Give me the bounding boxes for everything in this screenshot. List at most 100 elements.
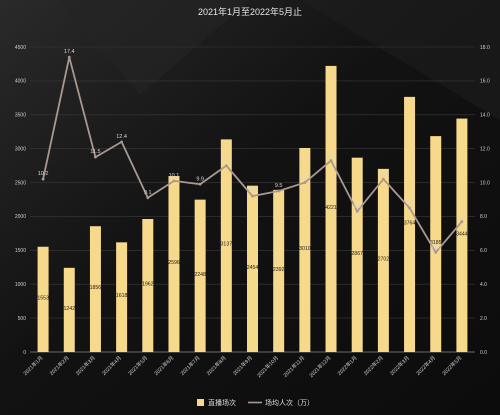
line-value-label: 11.0 xyxy=(221,158,231,164)
y-left-tick-label: 4500 xyxy=(15,45,26,51)
line-series xyxy=(41,55,464,254)
bar xyxy=(456,118,468,352)
line-value-label: 5.88 xyxy=(430,244,441,250)
bar-value-label: 2248 xyxy=(194,272,206,278)
bar xyxy=(168,176,180,352)
bar xyxy=(351,157,363,352)
bar xyxy=(37,246,49,352)
bar xyxy=(194,199,206,352)
line-value-label: 17.4 xyxy=(64,49,75,55)
line-point xyxy=(67,55,71,59)
line-point xyxy=(434,250,438,254)
y-right-tick-label: 18.0 xyxy=(480,45,490,51)
y-right-tick-label: 16.0 xyxy=(480,79,490,85)
line-value-label: 9.9 xyxy=(196,176,204,182)
bar-value-label: 1553 xyxy=(37,295,49,301)
bar-value-label: 3444 xyxy=(456,231,468,237)
bar xyxy=(299,147,311,352)
bar-value-label: 1962 xyxy=(142,282,154,288)
y-right-tick-label: 10.0 xyxy=(480,180,490,186)
legend: 直播场次 场均人次（万） xyxy=(197,398,314,407)
background-decoration xyxy=(60,0,250,95)
y-right-tick-label: 0.0 xyxy=(480,350,487,356)
y-axis-right: 0.0 2.0 4.0 6.0 8.0 10.0 12.0 14.0 16.0 18.0 xyxy=(480,45,490,356)
line-point xyxy=(224,164,228,168)
bar xyxy=(325,65,337,352)
line-point xyxy=(329,159,333,162)
bar xyxy=(220,139,232,352)
line-value-label: 11.3 xyxy=(326,153,336,159)
bar xyxy=(430,136,442,352)
y-left-tick-label: 2500 xyxy=(15,180,26,186)
line-value-label: 8.5 xyxy=(406,200,414,206)
line-point xyxy=(198,182,202,186)
y-left-tick-label: 500 xyxy=(18,316,27,322)
y-left-tick-label: 4000 xyxy=(15,79,26,85)
y-left-tick-label: 1000 xyxy=(15,282,26,288)
bar xyxy=(89,226,101,352)
line-point xyxy=(172,179,176,183)
bar xyxy=(377,168,389,352)
line-value-labels: 10.2 17.4 11.5 12.4 9.1 10.1 9.9 11.0 9.2 9.5 10.0… xyxy=(38,49,466,250)
bar xyxy=(142,219,154,352)
y-right-tick-label: 2.0 xyxy=(480,316,487,322)
y-right-tick-label: 12.0 xyxy=(480,146,490,152)
line-point xyxy=(251,194,254,198)
bar-series xyxy=(37,65,468,352)
bar-value-label: 2596 xyxy=(168,260,180,266)
y-right-tick-label: 6.0 xyxy=(480,248,487,254)
line-value-label: 9.5 xyxy=(275,183,283,189)
line-value-label: 10.2 xyxy=(378,171,389,177)
legend-label-bar: 直播场次 xyxy=(208,398,236,407)
line-point xyxy=(120,140,124,144)
y-left-tick-label: 3500 xyxy=(15,113,26,119)
chart-title: 2021年1月至2022年5月止 xyxy=(198,6,302,17)
bar-value-label: 1618 xyxy=(116,293,128,299)
bar-value-label: 3185 xyxy=(430,240,442,246)
background-decoration xyxy=(300,0,500,120)
legend-swatch-bar xyxy=(197,399,204,406)
line-value-label: 11.5 xyxy=(90,149,100,155)
bar xyxy=(273,189,285,352)
line-point xyxy=(303,181,307,184)
y-left-tick-label: 2000 xyxy=(15,214,26,220)
bar-value-labels: 1553 1242 1856 1618 1962 2596 2248 3137 2454 2392… xyxy=(37,205,467,312)
y-left-tick-label: 0 xyxy=(23,350,26,356)
line-point xyxy=(94,155,97,159)
bar-value-label: 1242 xyxy=(63,306,75,312)
bar xyxy=(404,96,416,352)
y-left-tick-label: 1500 xyxy=(15,248,26,254)
line-value-label: 8.3 xyxy=(353,203,361,209)
bar-value-label: 2702 xyxy=(378,256,390,262)
legend-label-line: 场均人次（万） xyxy=(265,398,314,407)
line-point xyxy=(355,209,359,213)
line-value-label: 9.1 xyxy=(144,190,152,196)
line-value-label: 9.2 xyxy=(249,188,257,194)
bar-value-label: 2392 xyxy=(273,267,285,273)
line-point xyxy=(41,177,45,181)
line-point xyxy=(460,220,464,223)
bar-value-label: 3010 xyxy=(299,246,311,252)
line-value-label: 10.2 xyxy=(38,171,49,177)
bar-value-label: 3764 xyxy=(404,220,416,226)
line-value-label: 7.7 xyxy=(458,214,466,220)
line-point xyxy=(381,177,385,181)
y-left-tick-label: 3000 xyxy=(15,146,26,152)
bar-value-label: 3137 xyxy=(221,242,233,248)
y-right-tick-label: 4.0 xyxy=(480,282,487,288)
line-point xyxy=(408,206,411,210)
bar-value-label: 2867 xyxy=(351,251,363,257)
bar xyxy=(247,185,258,352)
y-right-tick-label: 14.0 xyxy=(480,113,490,119)
bar xyxy=(63,267,75,352)
bar-value-label: 1856 xyxy=(90,285,102,291)
bar-value-label: 2454 xyxy=(247,265,259,271)
line-value-label: 10.0 xyxy=(299,175,310,181)
line-value-label: 12.4 xyxy=(116,134,127,140)
y-right-tick-label: 8.0 xyxy=(480,214,487,220)
bar xyxy=(116,242,128,352)
line-point xyxy=(146,196,150,200)
y-axis-left: 0 500 1000 1500 2000 2500 3000 3500 4000 4500 xyxy=(15,45,26,356)
